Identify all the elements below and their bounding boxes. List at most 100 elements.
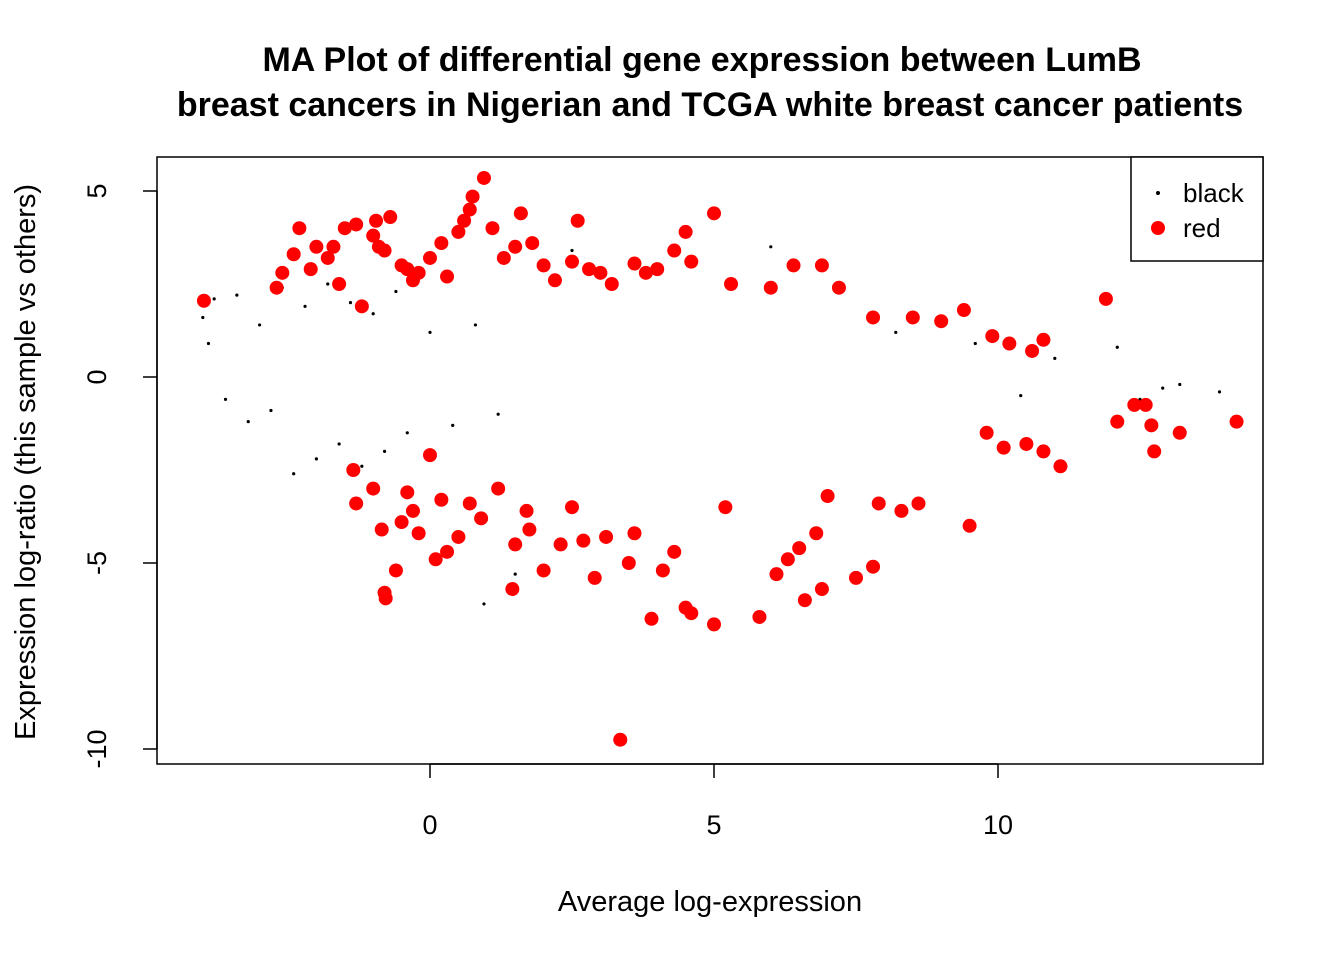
point-red [462, 202, 477, 217]
point-red [374, 522, 389, 537]
point-red [428, 552, 443, 567]
point-red [332, 277, 347, 291]
point-black [292, 472, 296, 476]
point-red [346, 463, 361, 477]
point-red [707, 617, 721, 632]
point-red [1172, 425, 1187, 440]
y-axis-label: Expression log-ratio (this sample vs oth… [10, 184, 42, 740]
point-red [349, 496, 364, 511]
point-red [814, 258, 829, 273]
point-red [349, 217, 364, 232]
point-red [1127, 397, 1142, 412]
point-red [678, 224, 693, 239]
point-red [1053, 459, 1068, 474]
point-red [684, 254, 699, 269]
point-red [337, 221, 352, 236]
point-red [522, 522, 537, 537]
point-red [1138, 397, 1153, 412]
point-red [587, 570, 602, 585]
legend: black red [1130, 156, 1264, 262]
point-red [366, 481, 381, 496]
point-red [434, 492, 449, 507]
point-red [752, 609, 767, 624]
point-red [440, 544, 455, 559]
point-red [604, 277, 619, 291]
point-black [326, 282, 330, 286]
point-red [565, 254, 579, 269]
point-red [326, 239, 341, 254]
point-black [258, 323, 262, 327]
point-black [269, 408, 273, 413]
point-red [866, 310, 881, 325]
point-black [451, 423, 455, 427]
point-red [536, 563, 551, 578]
legend-label-red: red [1183, 213, 1221, 243]
point-black [496, 412, 500, 416]
point-black [371, 312, 375, 316]
point-black [1115, 345, 1119, 349]
point-black [382, 449, 387, 453]
point-red [707, 206, 721, 221]
point-black [212, 297, 216, 301]
chart-title-line-1: MA Plot of differential gene expression … [262, 41, 1141, 79]
point-red [1144, 418, 1159, 433]
point-red [451, 529, 466, 544]
point-red [934, 314, 949, 329]
point-red [718, 500, 733, 515]
point-red [871, 496, 886, 511]
point-black [201, 315, 205, 320]
point-red [525, 236, 540, 251]
point-red [405, 503, 420, 518]
point-red [638, 265, 653, 280]
point-red [724, 277, 739, 291]
point-red [434, 236, 449, 251]
point-red [400, 485, 415, 500]
point-red [582, 262, 597, 277]
point-red [366, 228, 381, 243]
point-red [394, 515, 409, 530]
point-red [996, 440, 1011, 455]
point-red [593, 265, 608, 280]
point-black [894, 330, 898, 334]
data-points [196, 170, 1244, 747]
point-red [508, 537, 523, 552]
point-red [292, 221, 307, 236]
point-red [621, 556, 636, 570]
point-red [814, 582, 829, 597]
point-red [1036, 332, 1051, 347]
y-tick-label: -10 [82, 729, 112, 768]
point-red [196, 293, 211, 308]
point-red [383, 210, 398, 225]
point-red [513, 206, 528, 221]
point-red [378, 591, 393, 606]
point-red [369, 213, 384, 228]
point-red [465, 189, 480, 204]
point-red [354, 299, 369, 314]
point-black [428, 330, 432, 334]
point-black [337, 442, 341, 446]
point-black [1019, 394, 1023, 398]
point-red [786, 258, 801, 273]
point-red [553, 537, 568, 552]
point-red [655, 563, 670, 578]
point-black [348, 301, 353, 305]
y-tick-label: 0 [82, 369, 112, 384]
point-red [627, 526, 642, 541]
point-red [496, 250, 511, 265]
point-red [1229, 414, 1244, 429]
point-red [792, 541, 807, 556]
point-black [360, 464, 364, 468]
point-black [769, 245, 773, 249]
point-red [644, 611, 659, 626]
point-red [684, 606, 699, 621]
y-axis: -10 -5 0 5 [82, 183, 158, 769]
point-black [1161, 386, 1165, 390]
point-red [911, 496, 926, 511]
point-black [1178, 382, 1182, 387]
point-red [780, 552, 795, 567]
point-red [985, 329, 1000, 344]
point-red [866, 559, 881, 574]
point-black [405, 431, 409, 435]
point-red [303, 262, 318, 277]
